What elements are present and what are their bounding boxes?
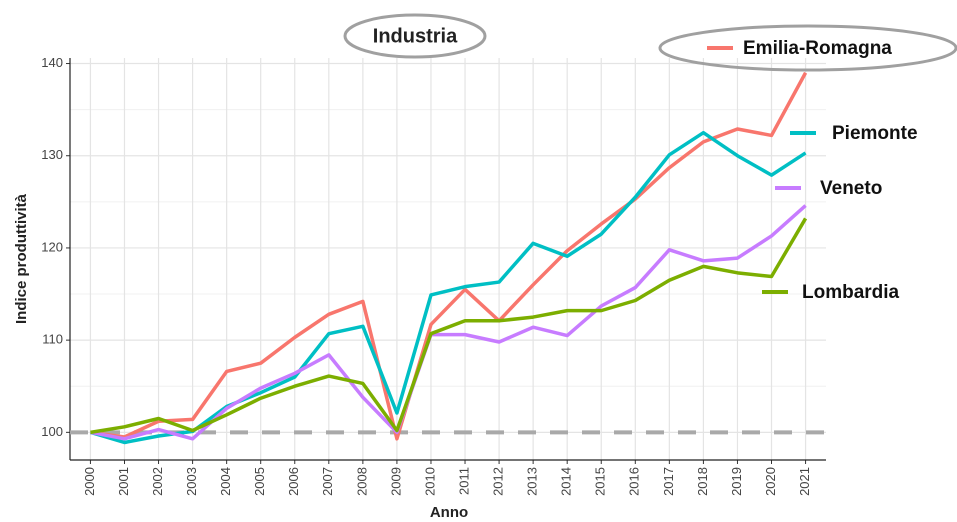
y-tick-label: 100 — [41, 424, 63, 439]
x-tick-label: 2007 — [320, 467, 335, 496]
x-tick-label: 2002 — [150, 467, 165, 496]
x-tick-label: 2019 — [729, 467, 744, 496]
y-tick-label: 120 — [41, 239, 63, 254]
y-tick-label: 130 — [41, 147, 63, 162]
y-tick-label: 110 — [42, 332, 63, 347]
series-line — [89, 130, 807, 445]
x-tick-label: 2012 — [491, 467, 506, 496]
x-tick-label: 2016 — [627, 467, 642, 496]
grid — [70, 58, 826, 460]
x-tick-label: 2020 — [763, 467, 778, 496]
x-tick-label: 2017 — [661, 467, 676, 496]
x-tick-label: 2021 — [797, 467, 812, 496]
x-tick-label: 2018 — [695, 467, 710, 496]
x-axis-label: Anno — [430, 504, 468, 521]
x-tick-label: 2004 — [218, 467, 233, 496]
x-tick-label: 2003 — [184, 467, 199, 496]
x-tick-label: 2011 — [456, 467, 471, 495]
legend-label: Veneto — [820, 178, 882, 199]
chart-title: Industria — [373, 25, 458, 47]
series-line — [90, 204, 807, 441]
x-tick-label: 2013 — [525, 467, 540, 496]
x-tick-label: 2000 — [82, 467, 97, 496]
x-tick-label: 2008 — [354, 467, 369, 496]
x-tick-label: 2006 — [286, 467, 301, 496]
title-oval — [343, 13, 487, 59]
x-tick-label: 2015 — [593, 467, 608, 496]
series-line — [90, 217, 808, 435]
legend-label: Emilia-Romagna — [743, 38, 892, 59]
y-tick-label: 140 — [41, 55, 63, 70]
x-tick-label: 2009 — [388, 467, 403, 496]
y-axis-label: Indice produttività — [13, 193, 30, 324]
legend-label: Piemonte — [832, 123, 918, 144]
x-tick-label: 2014 — [559, 467, 574, 496]
x-tick-label: 2010 — [422, 467, 437, 496]
legend-label: Lombardia — [802, 282, 900, 303]
x-tick-label: 2005 — [252, 467, 267, 496]
legend-oval — [658, 24, 957, 72]
x-tick-label: 2001 — [116, 467, 131, 496]
series-line — [90, 71, 808, 441]
